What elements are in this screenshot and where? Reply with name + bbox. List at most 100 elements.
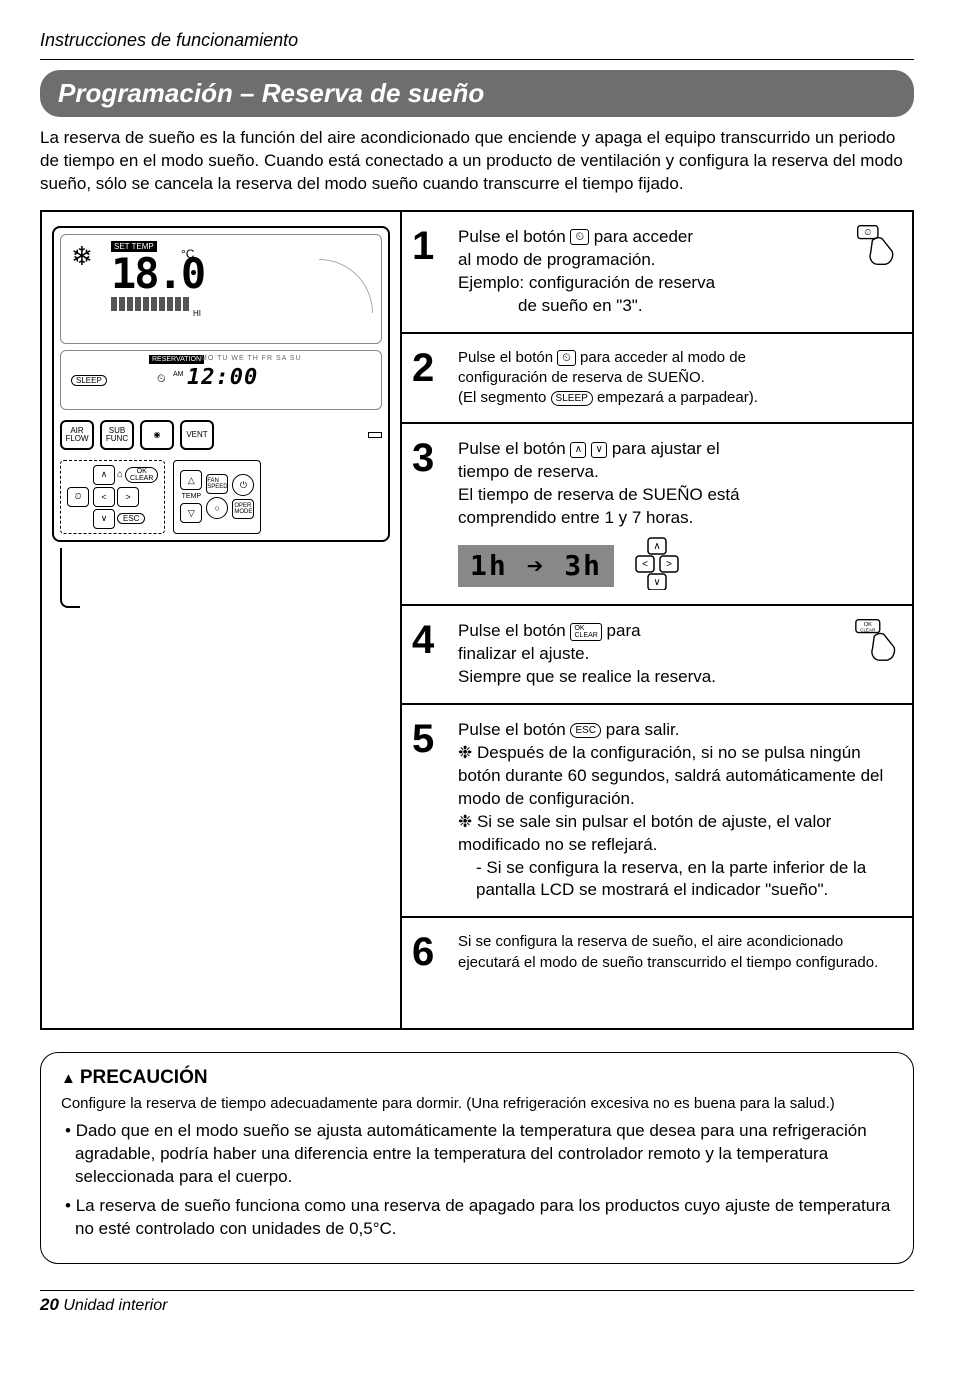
content-frame: ❄ SET TEMP 18.0 °C HI RESERVATION MO TU … xyxy=(40,210,914,1030)
text: Después de la configuración, si no se pu… xyxy=(458,743,883,808)
remote-control-cluster: ⏲ ∧ ⌂ OK CLEAR < > xyxy=(60,460,382,534)
sleep-segment-icon: SLEEP xyxy=(551,391,593,406)
oper-mode-button[interactable]: OPER MODE xyxy=(232,499,254,519)
text: finalizar el ajuste. xyxy=(458,644,589,663)
text: Pulse el botón xyxy=(458,349,557,366)
temp-up-button[interactable]: △ xyxy=(180,470,202,490)
step-3: 3 Pulse el botón ∧ ∨ para ajustar el tie… xyxy=(402,424,912,606)
air-flow-button[interactable]: AIR FLOW xyxy=(60,420,94,450)
step-number: 6 xyxy=(412,932,448,973)
step-6: 6 Si se configura la reserva de sueño, e… xyxy=(402,918,912,987)
right-button[interactable]: > xyxy=(117,487,139,507)
fan-speed-button[interactable]: FAN SPEED xyxy=(206,474,228,494)
svg-text:>: > xyxy=(666,559,672,570)
note-bullet xyxy=(458,812,477,831)
step-number: 4 xyxy=(412,620,448,689)
up-button[interactable]: ∧ xyxy=(93,465,115,485)
clock-icon: ⏲ xyxy=(157,373,166,386)
sub-func-button[interactable]: SUB FUNC xyxy=(100,420,134,450)
step-number: 5 xyxy=(412,719,448,903)
power-button[interactable]: ⏻ xyxy=(232,474,254,496)
step-1: 1 Pulse el botón ⏲ para acceder al modo … xyxy=(402,212,912,334)
text: Pulse el botón xyxy=(458,720,570,739)
section-header: Instrucciones de funcionamiento xyxy=(40,30,914,51)
up-arrow-icon: ∧ xyxy=(570,442,586,458)
text: (El segmento xyxy=(458,389,551,406)
settings-button[interactable]: ◉ xyxy=(140,420,174,450)
weekday-row: MO TU WE TH FR SA SU xyxy=(201,355,302,362)
temp-label: TEMP xyxy=(182,493,201,500)
step-4: 4 Pulse el botón OK CLEAR para finalizar… xyxy=(402,606,912,705)
page-title: Programación – Reserva de sueño xyxy=(40,70,914,117)
text: empezará a parpadear). xyxy=(593,389,758,406)
time-change-display: 1h ➔ 3h xyxy=(458,545,614,587)
indicator-lamp xyxy=(368,432,382,438)
remote-button-row-1: AIR FLOW SUB FUNC ◉ VENT xyxy=(60,420,382,450)
fan-level-bars xyxy=(111,297,191,311)
remote-upper-display: ❄ SET TEMP 18.0 °C HI xyxy=(60,234,382,344)
reservation-label: RESERVATION xyxy=(149,355,204,364)
caution-item: Dado que en el modo sueño se ajusta auto… xyxy=(75,1120,893,1189)
page-footer: 20 Unidad interior xyxy=(40,1290,914,1315)
step-text: Pulse el botón ⏲ para acceder al modo de… xyxy=(458,348,896,409)
svg-text:∧: ∧ xyxy=(653,541,660,552)
text: El tiempo de reserva de SUEÑO está xyxy=(458,485,740,504)
swing-arc-icon xyxy=(319,259,373,313)
ok-clear-button[interactable]: OK CLEAR xyxy=(125,467,158,483)
caution-lead: Configure la reserva de tiempo adecuadam… xyxy=(61,1095,893,1112)
text: - Si se configura la reserva, en la part… xyxy=(458,857,896,903)
sleep-indicator: SLEEP xyxy=(71,375,107,386)
step-number: 3 xyxy=(412,438,448,590)
text: al modo de programación. xyxy=(458,250,656,269)
caution-list: Dado que en el modo sueño se ajusta auto… xyxy=(61,1120,893,1241)
note-bullet xyxy=(458,743,477,762)
text: tiempo de reserva. xyxy=(458,462,599,481)
clock-icon: ⏲ xyxy=(557,350,576,366)
ampm-label: AM xyxy=(173,371,184,378)
step-2: 2 Pulse el botón ⏲ para acceder al modo … xyxy=(402,334,912,425)
schedule-button-group: ⏲ ∧ ⌂ OK CLEAR < > xyxy=(60,460,165,534)
divider xyxy=(40,59,914,60)
main-button-group: △ TEMP ▽ FAN SPEED ○ ⏻ OPER MODE xyxy=(173,460,261,534)
step-text: Pulse el botón ESC para salir. Después d… xyxy=(458,719,896,903)
text: para ajustar el xyxy=(607,439,719,458)
text: Pulse el botón xyxy=(458,439,570,458)
text: comprendido entre 1 y 7 horas. xyxy=(458,508,693,527)
step-text: Pulse el botón OK CLEAR para finalizar e… xyxy=(458,620,896,689)
text: de sueño en "3". xyxy=(458,295,643,318)
snowflake-icon: ❄ xyxy=(71,241,93,272)
hand-press-icon: ⏲ xyxy=(854,222,900,273)
step-text: Si se configura la reserva de sueño, el … xyxy=(458,932,896,973)
page-number: 20 xyxy=(40,1295,59,1314)
text: para salir. xyxy=(601,720,679,739)
step-number: 2 xyxy=(412,348,448,409)
remote-body: ❄ SET TEMP 18.0 °C HI RESERVATION MO TU … xyxy=(52,226,390,542)
dpad-press-icon: ∧ < > ∨ xyxy=(634,536,694,590)
text: configuración de reserva de SUEÑO. xyxy=(458,369,705,386)
home-icon: ⌂ xyxy=(117,469,123,480)
text: Ejemplo: configuración de reserva xyxy=(458,273,715,292)
temp-down-button[interactable]: ▽ xyxy=(180,503,202,523)
vent-button[interactable]: VENT xyxy=(180,420,214,450)
steps-column: 1 Pulse el botón ⏲ para acceder al modo … xyxy=(402,212,912,1028)
text: Siempre que se realice la reserva. xyxy=(458,667,716,686)
fan-level-label: HI xyxy=(193,309,201,318)
remote-illustration: ❄ SET TEMP 18.0 °C HI RESERVATION MO TU … xyxy=(42,212,402,1028)
clock-button[interactable]: ⏲ xyxy=(67,487,89,507)
left-button[interactable]: < xyxy=(93,487,115,507)
remote-cable xyxy=(60,548,80,608)
step-number: 1 xyxy=(412,226,448,318)
esc-button[interactable]: ESC xyxy=(117,513,145,524)
svg-text:CLEAR: CLEAR xyxy=(860,628,876,633)
svg-text:∨: ∨ xyxy=(653,577,660,588)
down-button[interactable]: ∨ xyxy=(93,509,115,529)
caution-item: La reserva de sueño funciona como una re… xyxy=(75,1195,893,1241)
text: para acceder xyxy=(589,227,693,246)
caution-title: PRECAUCIÓN xyxy=(61,1067,893,1089)
time-value: 12:00 xyxy=(187,365,258,390)
text: Si se sale sin pulsar el botón de ajuste… xyxy=(458,812,831,854)
select-button[interactable]: ○ xyxy=(206,497,228,519)
step-text: Pulse el botón ⏲ para acceder al modo de… xyxy=(458,226,896,318)
hand-press-icon: OKCLEAR xyxy=(854,616,900,667)
remote-lower-display: RESERVATION MO TU WE TH FR SA SU SLEEP ⏲… xyxy=(60,350,382,410)
